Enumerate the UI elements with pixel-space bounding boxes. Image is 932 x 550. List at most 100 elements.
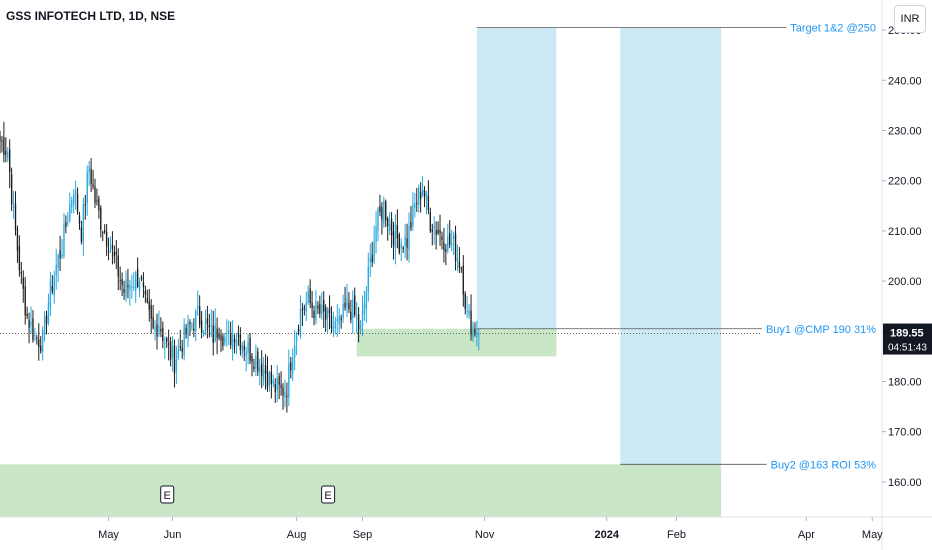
candle-body <box>198 306 201 325</box>
candle-body <box>195 311 197 331</box>
candle-body <box>117 255 119 277</box>
time-tick-label: Feb <box>667 529 686 541</box>
candle-body <box>423 189 426 197</box>
candle-body <box>94 186 96 204</box>
candle-body <box>121 279 123 285</box>
candle-body <box>107 251 110 253</box>
candle-body <box>102 232 104 234</box>
candle-body <box>363 303 366 315</box>
candle-body <box>387 218 389 226</box>
annotation-label-2: Buy2 @163 ROI 53% <box>771 459 877 471</box>
candle-body <box>385 201 387 221</box>
candle-body <box>47 302 50 323</box>
candle-body <box>191 324 193 328</box>
candle-body <box>228 330 230 334</box>
candle-body <box>5 150 7 155</box>
candle-body <box>270 371 273 384</box>
candle-body <box>105 232 108 247</box>
candle-body <box>185 327 187 335</box>
candle-body <box>245 351 247 356</box>
candle-body <box>414 203 416 208</box>
candle-body <box>253 366 255 369</box>
candle-body <box>181 348 183 352</box>
candle-body <box>80 227 83 242</box>
candle-body <box>20 271 23 275</box>
candle-body <box>377 208 379 231</box>
candle-body <box>175 359 178 372</box>
candle-body <box>158 325 160 332</box>
candle-body <box>433 226 435 229</box>
candle-body <box>218 333 220 338</box>
time-tick-label: May <box>98 529 119 541</box>
candle-body <box>350 311 352 321</box>
candle-body <box>458 262 461 268</box>
candle-body <box>10 174 13 205</box>
candle-body <box>259 366 261 372</box>
candle-body <box>84 204 86 206</box>
candle-body <box>24 286 26 316</box>
candle-body <box>49 280 52 308</box>
candle-body <box>359 324 362 330</box>
candle-body <box>280 384 282 389</box>
candle-body <box>148 301 150 310</box>
price-tick-label: 200.00 <box>888 276 922 288</box>
candle-body <box>235 339 238 347</box>
candle-body <box>179 346 181 348</box>
candle-body <box>169 341 172 360</box>
candle-body <box>439 229 441 234</box>
candle-body <box>338 315 340 324</box>
candlestick-series <box>0 121 480 413</box>
candle-body <box>76 194 79 213</box>
candle-body <box>394 224 397 248</box>
candle-body <box>443 242 445 251</box>
candle-body <box>348 302 350 310</box>
candle-body <box>115 251 117 255</box>
candle-body <box>131 287 133 289</box>
candle-body <box>113 251 116 257</box>
annotation-label-0: Target 1&2 @250 <box>790 23 876 35</box>
time-axis[interactable]: May Jun Aug Sep Nov 2024 Feb Apr May <box>0 516 932 541</box>
candle-body <box>383 201 385 224</box>
candle-body <box>187 320 189 339</box>
candle-body <box>371 254 373 263</box>
candle-body <box>334 321 337 328</box>
candle-body <box>268 372 271 385</box>
candle-body <box>9 149 11 173</box>
candle-body <box>309 288 311 303</box>
candle-body <box>55 264 57 276</box>
candle-body <box>460 268 463 270</box>
candle-body <box>388 223 391 231</box>
candle-body <box>418 187 420 205</box>
candle-body <box>286 395 288 398</box>
candle-body <box>251 355 253 363</box>
candle-body <box>416 202 418 204</box>
bar-countdown: 04:51:43 <box>888 343 927 354</box>
candle-body <box>90 168 92 184</box>
candle-body <box>476 335 478 338</box>
candle-body <box>3 137 5 156</box>
candle-body <box>123 289 125 293</box>
candle-body <box>129 285 131 290</box>
annotation-label-bg-1 <box>761 322 881 337</box>
candle-body <box>470 310 472 335</box>
earnings-marker-label: E <box>164 490 171 502</box>
candle-body <box>40 345 42 352</box>
candle-body <box>100 207 102 230</box>
candle-body <box>290 362 292 371</box>
candle-body <box>239 333 242 350</box>
candle-body <box>152 317 154 328</box>
price-tick-label: 170.00 <box>888 427 922 439</box>
candle-body <box>381 207 383 220</box>
candle-body <box>406 238 408 248</box>
candle-body <box>36 337 38 339</box>
price-axis[interactable]: 160.00170.00180.00190.00200.00210.00220.… <box>881 0 932 550</box>
candle-body <box>30 321 32 326</box>
candle-body <box>96 200 98 202</box>
last-price-value: 189.55 <box>890 328 924 340</box>
currency-button[interactable]: INR <box>894 5 926 33</box>
candle-body <box>375 226 377 243</box>
candle-body <box>233 338 236 343</box>
candle-body <box>361 310 364 326</box>
candle-body <box>164 342 166 344</box>
